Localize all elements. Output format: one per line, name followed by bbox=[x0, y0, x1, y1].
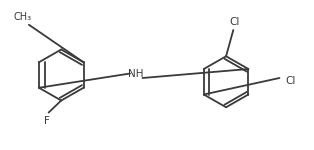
Text: F: F bbox=[44, 116, 49, 126]
Text: Cl: Cl bbox=[286, 76, 296, 86]
Text: NH: NH bbox=[128, 69, 143, 79]
Text: Cl: Cl bbox=[230, 17, 240, 27]
Text: CH₃: CH₃ bbox=[14, 12, 32, 22]
